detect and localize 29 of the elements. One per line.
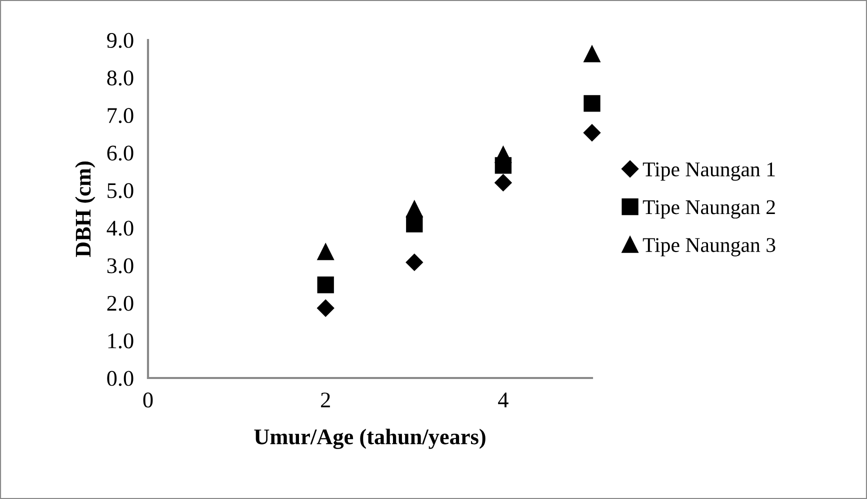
y-tick-label: 8.0 bbox=[107, 70, 134, 86]
legend-label: Tipe Naungan 3 bbox=[642, 238, 776, 256]
y-tick-label: 5.0 bbox=[108, 183, 134, 198]
point bbox=[317, 243, 334, 260]
point bbox=[317, 300, 334, 317]
point bbox=[406, 200, 423, 218]
y-tick-label: 2.0 bbox=[107, 296, 134, 311]
y-tick-label: 6.0 bbox=[107, 146, 134, 161]
y-tick-label: 9.0 bbox=[107, 32, 134, 48]
y-tick-label: 1.0 bbox=[108, 333, 134, 348]
y-tick-label: 4.0 bbox=[106, 220, 134, 236]
point bbox=[317, 276, 334, 294]
y-tick-label: 0.0 bbox=[107, 370, 134, 386]
point bbox=[583, 124, 601, 142]
point bbox=[584, 95, 600, 112]
x-tick-label: 2 bbox=[321, 392, 330, 408]
point bbox=[584, 46, 600, 62]
x-axis-title: Umur/Age (tahun/years) bbox=[254, 428, 486, 450]
point bbox=[406, 216, 423, 232]
legend-label: Tipe Naungan 2 bbox=[642, 200, 775, 219]
point bbox=[406, 254, 423, 271]
x-tick-label: 0 bbox=[143, 392, 153, 408]
x-tick-label: 4 bbox=[498, 392, 508, 408]
point bbox=[494, 174, 512, 192]
y-axis-title: DBH (cm) bbox=[75, 162, 96, 258]
legend-label: Tipe Naungan 1 bbox=[642, 162, 775, 181]
y-tick-label: 7.0 bbox=[108, 108, 134, 124]
y-tick-label: 3.0 bbox=[107, 258, 134, 274]
point bbox=[494, 146, 512, 163]
